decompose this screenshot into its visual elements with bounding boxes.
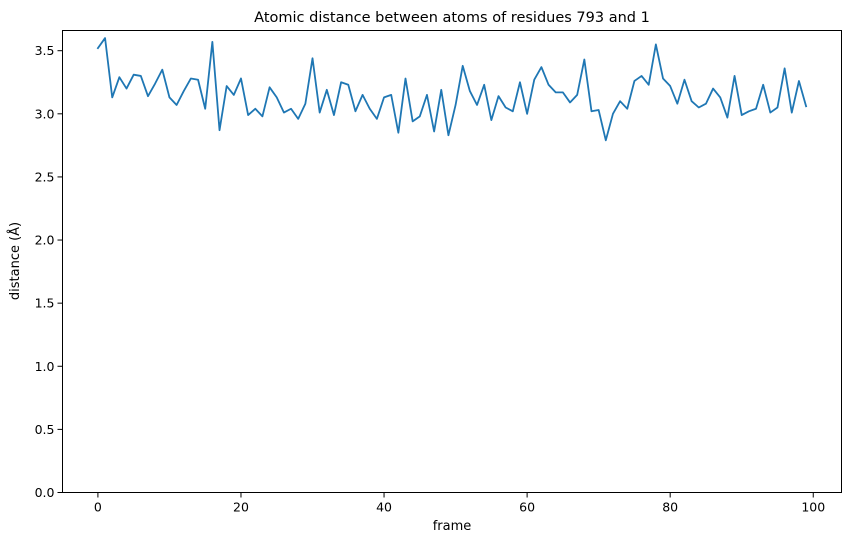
y-tick-label: 2.5 bbox=[35, 169, 55, 184]
y-tick-label: 1.0 bbox=[35, 359, 55, 374]
x-tick-label: 20 bbox=[233, 500, 249, 515]
y-tick-label: 3.0 bbox=[35, 106, 55, 121]
x-axis-ticks: 0 20 40 60 80 100 bbox=[94, 492, 825, 515]
x-tick-label: 80 bbox=[662, 500, 678, 515]
x-tick-label: 0 bbox=[94, 500, 102, 515]
y-axis-label: distance (Å) bbox=[7, 222, 23, 300]
x-axis-label: frame bbox=[433, 519, 472, 534]
y-axis-ticks: 0.0 0.5 1.0 1.5 2.0 2.5 3.0 3.5 bbox=[35, 43, 63, 500]
x-tick-label: 100 bbox=[801, 500, 825, 515]
y-tick-label: 2.0 bbox=[35, 233, 55, 248]
series-line-distance bbox=[96, 37, 808, 142]
y-tick-label: 0.0 bbox=[35, 485, 55, 500]
y-tick-label: 1.5 bbox=[35, 296, 55, 311]
chart-title: Atomic distance between atoms of residue… bbox=[254, 10, 650, 26]
plot-frame bbox=[62, 30, 842, 493]
y-tick-label: 0.5 bbox=[35, 422, 55, 437]
y-tick-label: 3.5 bbox=[35, 43, 55, 58]
x-tick-label: 40 bbox=[376, 500, 392, 515]
x-tick-label: 60 bbox=[519, 500, 535, 515]
